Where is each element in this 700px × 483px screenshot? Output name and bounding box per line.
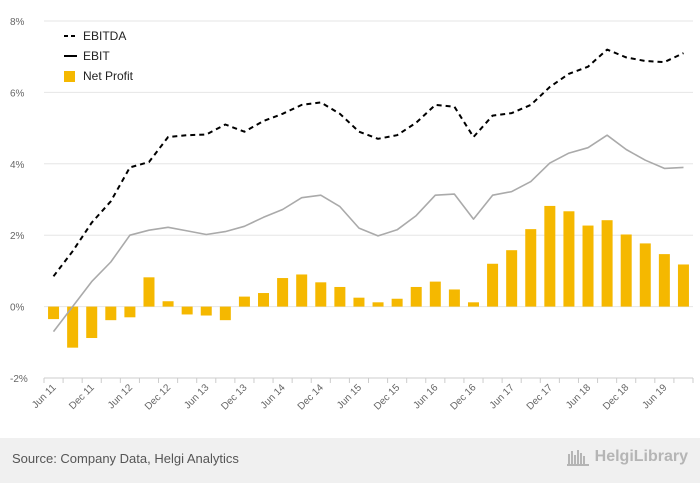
bar-net-profit xyxy=(86,306,98,339)
x-tick-label: Jun 14 xyxy=(259,382,288,411)
bar-net-profit xyxy=(162,301,174,307)
x-tick-label: Jun 11 xyxy=(30,382,59,411)
x-tick-label: Jun 18 xyxy=(564,382,593,411)
bar-net-profit xyxy=(219,306,231,321)
x-tick-label: Jun 13 xyxy=(182,382,211,411)
bar-net-profit xyxy=(181,306,193,315)
legend-swatch-net-profit xyxy=(64,71,75,82)
x-tick-label: Jun 19 xyxy=(640,382,669,411)
y-tick-label: 6% xyxy=(10,88,25,99)
bar-net-profit xyxy=(391,298,403,307)
y-tick-label: 8% xyxy=(10,17,25,28)
bar-net-profit xyxy=(67,306,79,348)
x-tick-label: Dec 17 xyxy=(525,382,555,412)
legend-label-ebitda: EBITDA xyxy=(83,29,126,43)
x-tick-label: Dec 11 xyxy=(67,382,97,412)
bar-net-profit xyxy=(372,302,384,307)
bar-net-profit xyxy=(238,296,250,307)
x-tick-label: Dec 15 xyxy=(372,382,402,412)
bar-net-profit xyxy=(410,286,422,307)
bar-net-profit xyxy=(487,263,499,307)
bar-net-profit xyxy=(124,306,136,318)
bar-net-profit xyxy=(601,220,613,307)
x-tick-label: Jun 16 xyxy=(411,382,440,411)
line-ebitda xyxy=(52,48,684,277)
bar-net-profit xyxy=(506,250,518,307)
bar-net-profit xyxy=(48,306,60,320)
x-tick-label: Dec 18 xyxy=(601,382,631,412)
x-tick-label: Jun 15 xyxy=(335,382,364,411)
bar-net-profit xyxy=(334,286,346,307)
bar-net-profit xyxy=(525,229,537,307)
bar-net-profit xyxy=(582,225,594,307)
bar-net-profit xyxy=(448,289,460,307)
x-tick-label: Jun 17 xyxy=(488,382,517,411)
bar-net-profit xyxy=(658,254,670,307)
x-tick-label: Dec 14 xyxy=(296,382,326,412)
bar-net-profit xyxy=(200,306,212,316)
chart: -2% 0% 2% 4% 6% 8% Jun 11 Dec 11 Jun 12 Dec 12 Jun… xyxy=(10,17,694,413)
legend-label-net-profit: Net Profit xyxy=(83,69,134,83)
y-tick-label: 2% xyxy=(10,231,25,242)
bar-net-profit xyxy=(544,205,556,307)
bar-net-profit xyxy=(639,243,651,307)
bar-net-profit xyxy=(277,278,289,307)
y-tick-label: -2% xyxy=(10,374,28,385)
bar-net-profit xyxy=(105,306,117,321)
footer: Source: Company Data, Helgi Analytics He… xyxy=(0,438,700,483)
y-tick-label: 4% xyxy=(10,160,25,171)
brand-name: HelgiLibrary xyxy=(594,448,688,465)
bar-net-profit xyxy=(353,297,365,307)
bar-net-profit xyxy=(563,211,575,307)
bar-net-profit xyxy=(296,274,308,307)
brand-logo: HelgiLibrary xyxy=(566,448,688,466)
bar-net-profit xyxy=(315,282,327,307)
x-tick-label: Dec 13 xyxy=(219,382,249,412)
source-note: Source: Company Data, Helgi Analytics xyxy=(12,451,239,466)
legend-label-ebit: EBIT xyxy=(83,49,110,63)
line-ebit xyxy=(52,134,684,333)
x-tick-label: Jun 12 xyxy=(106,382,135,411)
bar-net-profit xyxy=(143,277,155,307)
bar-net-profit xyxy=(467,302,479,307)
x-tick-label: Dec 16 xyxy=(448,382,478,412)
bar-net-profit xyxy=(258,293,270,307)
bar-net-profit xyxy=(620,234,632,307)
y-tick-label: 0% xyxy=(10,303,25,314)
bar-net-profit xyxy=(429,281,441,307)
bar-net-profit xyxy=(677,264,689,307)
library-icon xyxy=(566,450,589,466)
x-tick-label: Dec 12 xyxy=(143,382,173,412)
